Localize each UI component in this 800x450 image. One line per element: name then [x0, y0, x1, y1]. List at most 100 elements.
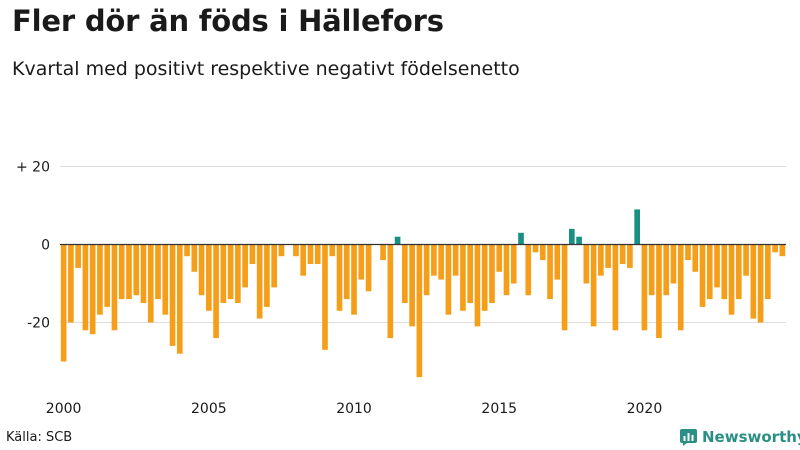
- bar-negative: [728, 244, 735, 315]
- bar-negative: [213, 244, 219, 339]
- bar-negative: [118, 244, 125, 300]
- y-tick-label: -20: [27, 316, 50, 332]
- x-tick-label: 2010: [336, 401, 372, 417]
- bar-negative: [235, 244, 241, 303]
- bar-negative: [772, 244, 778, 253]
- bar-negative: [692, 244, 699, 272]
- bar-negative: [699, 244, 706, 307]
- bar-negative: [191, 244, 198, 272]
- bar-negative: [612, 244, 619, 331]
- bar-negative: [743, 244, 749, 276]
- bar-negative: [663, 244, 670, 296]
- bar-negative: [706, 244, 713, 300]
- bar-negative: [590, 244, 597, 327]
- bar-negative: [525, 244, 532, 296]
- bar-negative: [750, 244, 757, 319]
- bar-negative: [423, 244, 430, 296]
- bar-negative: [322, 244, 328, 350]
- bar-negative: [198, 244, 205, 296]
- bar-negative: [779, 244, 786, 257]
- bar-negative: [583, 244, 590, 284]
- bar-negative: [765, 244, 771, 300]
- bar-negative: [627, 244, 633, 268]
- bar-negative: [293, 244, 299, 257]
- bar-negative: [605, 244, 611, 268]
- bar-negative: [264, 244, 270, 307]
- bar-negative: [561, 244, 568, 331]
- bar-positive: [576, 236, 582, 245]
- bar-negative: [176, 244, 183, 354]
- bar-negative: [271, 244, 277, 288]
- bar-negative: [365, 244, 372, 292]
- bar-negative: [431, 244, 437, 276]
- bar-negative: [452, 244, 459, 276]
- bar-negative: [735, 244, 742, 300]
- bar-negative: [503, 244, 510, 296]
- bar-negative: [351, 244, 357, 315]
- bar-negative: [714, 244, 720, 288]
- bar-negative: [474, 244, 481, 327]
- bar-negative: [307, 244, 314, 264]
- bar-negative: [641, 244, 648, 331]
- bar-negative: [510, 244, 517, 284]
- x-tick-label: 2000: [46, 401, 82, 417]
- bar-negative: [598, 244, 604, 276]
- bar-negative: [206, 244, 212, 311]
- bar-negative: [670, 244, 677, 284]
- newsworthy-logo[interactable]: Newsworthy: [680, 427, 800, 447]
- bar-negative: [721, 244, 728, 300]
- bar-negative: [554, 244, 561, 280]
- bar-negative: [619, 244, 626, 264]
- bar-positive: [518, 232, 524, 245]
- bar-negative: [685, 244, 691, 261]
- bar-negative: [496, 244, 503, 272]
- bar-negative: [68, 244, 74, 323]
- chart-subtitle: Kvartal med positivt respektive negativt…: [12, 58, 520, 80]
- newsworthy-chart-icon: [680, 428, 697, 446]
- bar-negative: [256, 244, 263, 319]
- bar-negative: [169, 244, 176, 346]
- bar-negative: [75, 244, 81, 268]
- bar-positive: [634, 209, 640, 245]
- bar-negative: [278, 244, 285, 257]
- x-tick-label: 2005: [191, 401, 227, 417]
- chart-title: Fler dör än föds i Hällefors: [12, 4, 444, 38]
- bar-negative: [82, 244, 89, 331]
- brand-name: Newsworthy: [702, 428, 800, 446]
- bar-negative: [481, 244, 488, 311]
- bar-negative: [133, 244, 140, 296]
- bar-positive: [394, 236, 401, 245]
- y-tick-label: 0: [41, 238, 50, 254]
- y-tick-label: + 20: [16, 160, 50, 176]
- bar-negative: [489, 244, 495, 303]
- bar-negative: [60, 244, 67, 362]
- bar-negative: [438, 244, 444, 280]
- bar-negative: [648, 244, 655, 296]
- bar-negative: [336, 244, 343, 311]
- bar-negative: [380, 244, 386, 261]
- bar-negative: [220, 244, 227, 303]
- bar-negative: [329, 244, 336, 257]
- bar-negative: [300, 244, 307, 276]
- bars: [60, 209, 786, 378]
- bar-negative: [402, 244, 408, 303]
- bar-negative: [416, 244, 423, 378]
- bar-negative: [111, 244, 118, 331]
- bar-negative: [409, 244, 415, 327]
- bar-negative: [97, 244, 103, 315]
- bar-negative: [126, 244, 132, 300]
- bar-negative: [467, 244, 474, 303]
- bar-negative: [532, 244, 539, 253]
- bar-negative: [656, 244, 662, 339]
- bar-negative: [184, 244, 190, 257]
- bar-negative: [547, 244, 553, 300]
- bar-negative: [89, 244, 96, 335]
- bar-negative: [242, 244, 248, 288]
- x-axis-ticks: 2000 2005 2010 2015 2020: [46, 401, 662, 417]
- bar-negative: [227, 244, 234, 300]
- bar-negative: [677, 244, 684, 331]
- bar-negative: [104, 244, 111, 307]
- bar-negative: [140, 244, 147, 303]
- bar-negative: [460, 244, 466, 311]
- bar-negative: [358, 244, 365, 280]
